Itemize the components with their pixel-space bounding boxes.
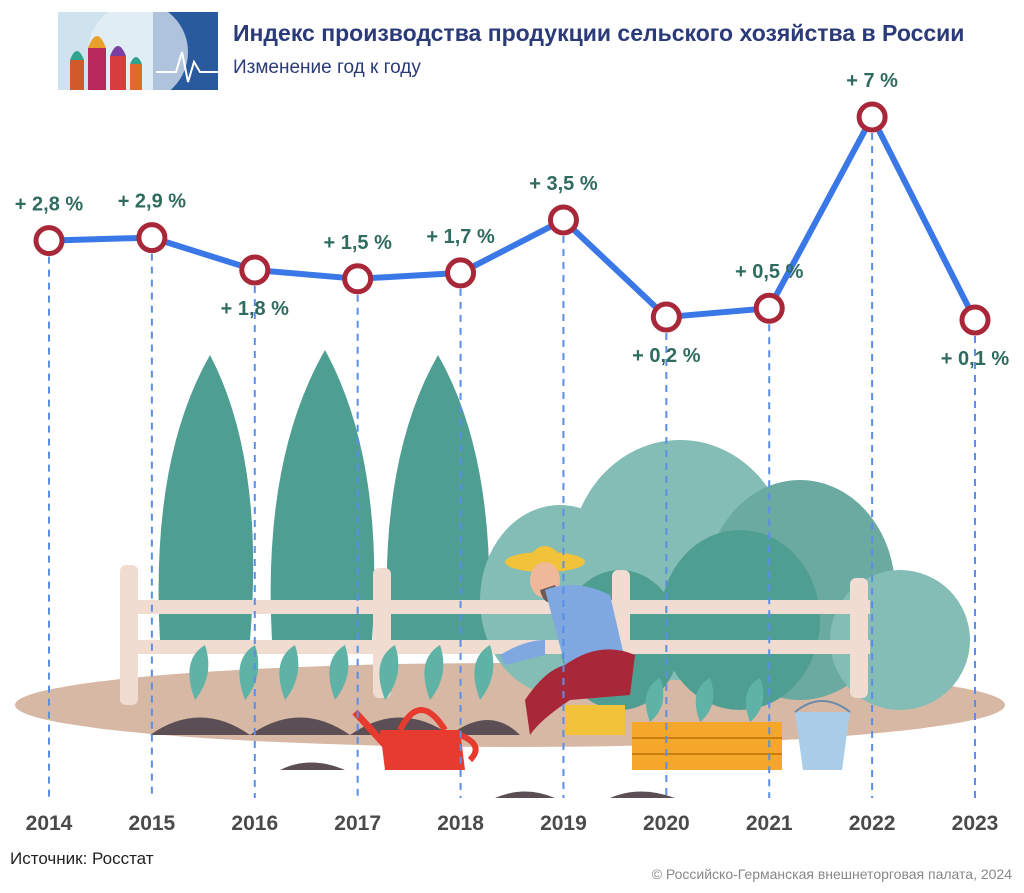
- x-tick-label: 2023: [952, 812, 999, 835]
- x-tick-label: 2020: [643, 812, 690, 835]
- series-line: [48, 114, 978, 322]
- x-tick-label: 2017: [334, 812, 381, 835]
- page-subtitle: Изменение год к году: [233, 57, 421, 78]
- farm-illustration: [15, 350, 1005, 798]
- data-label: + 0,2 %: [632, 345, 701, 367]
- x-tick-label: 2022: [849, 812, 896, 835]
- data-point-marker: [239, 254, 271, 286]
- x-tick-labels: 2014 2015 2016 2017 2018 2019 2020 2021 2022 2023: [26, 812, 999, 835]
- data-point-marker: [445, 257, 477, 289]
- data-point-marker: [753, 292, 785, 324]
- data-label: + 0,1 %: [941, 348, 1010, 370]
- data-label: + 2,9 %: [118, 191, 187, 213]
- data-point-marker: [136, 222, 168, 254]
- data-point-marker: [33, 225, 65, 257]
- guide-lines: [48, 133, 976, 798]
- x-tick-label: 2015: [129, 812, 176, 835]
- logo-cathedral-icon: [58, 2, 218, 102]
- data-label: + 3,5 %: [529, 173, 598, 195]
- data-point-marker: [856, 101, 888, 133]
- data-label: + 0,5 %: [735, 261, 804, 283]
- page-title: Индекс производства продукции сельского …: [233, 20, 965, 46]
- x-tick-label: 2019: [540, 812, 587, 835]
- data-point-marker: [650, 301, 682, 333]
- data-label: + 7 %: [846, 70, 898, 92]
- data-label: + 2,8 %: [15, 194, 84, 216]
- source-note: Источник: Росстат: [10, 849, 154, 868]
- data-label: + 1,5 %: [323, 232, 392, 254]
- value-labels: + 2,8 % + 2,9 % + 1,8 % + 1,5 % + 1,7 % + 3,5…: [15, 70, 1010, 370]
- markers: [33, 101, 991, 336]
- x-tick-label: 2018: [437, 812, 484, 835]
- data-label: + 1,7 %: [426, 226, 495, 248]
- x-tick-label: 2014: [26, 812, 73, 835]
- data-point-marker: [959, 304, 991, 336]
- data-label: + 1,8 %: [221, 298, 290, 320]
- data-point-marker: [342, 263, 374, 295]
- data-point-marker: [547, 204, 579, 236]
- x-tick-label: 2016: [231, 812, 278, 835]
- copyright-note: © Российско-Германская внешнеторговая па…: [651, 866, 1012, 882]
- x-tick-label: 2021: [746, 812, 793, 835]
